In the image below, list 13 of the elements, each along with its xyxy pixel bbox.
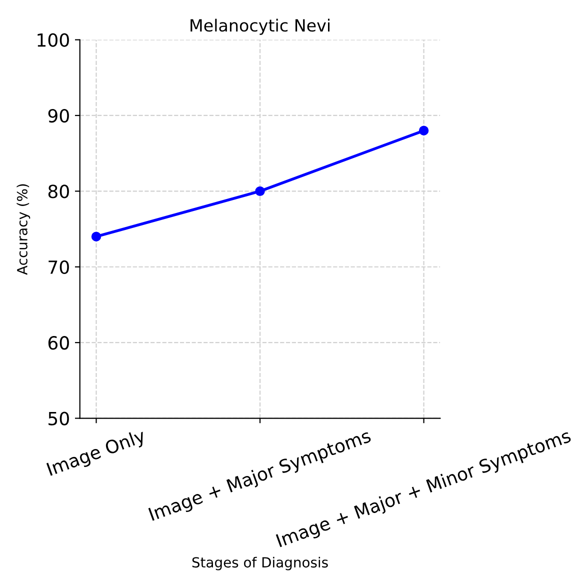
y-tick-label: 80 [48,184,69,198]
x-axis-title: Stages of Diagnosis [192,556,328,570]
x-tick-label: Image Only [46,428,148,480]
y-tick-label: 50 [48,412,69,426]
point [255,186,265,196]
point [418,126,429,136]
y-tick-label: 90 [48,108,69,123]
chart-title: Melanocytic Nevi [190,18,330,35]
y-tick-label: 100 [38,33,69,47]
y-tick-label: 70 [48,260,69,274]
point [91,232,102,242]
y-axis-title: Accuracy (%) [16,184,30,275]
y-tick-label: 60 [48,336,69,350]
